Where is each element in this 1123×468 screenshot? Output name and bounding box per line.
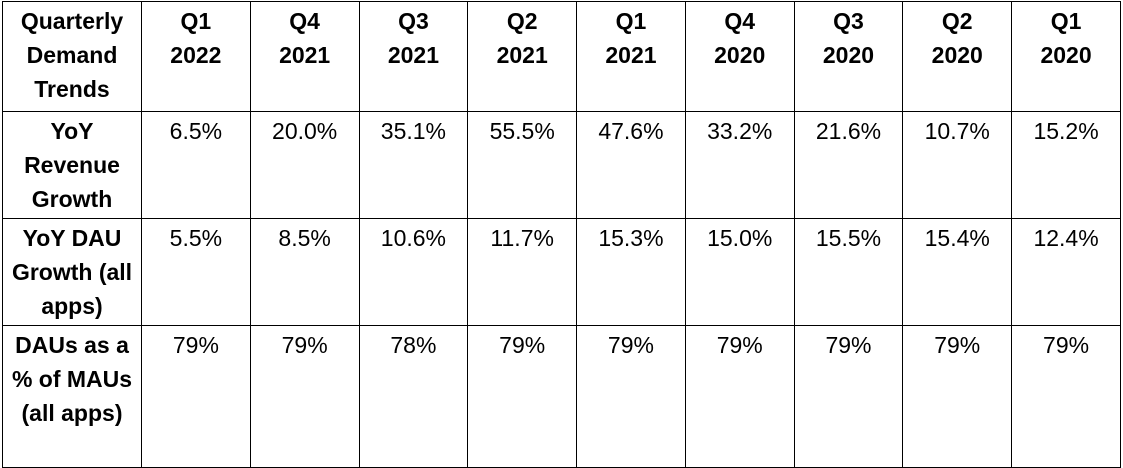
row-label: YoY DAU Growth (all apps) <box>2 218 142 326</box>
value-cell: 33.2% <box>684 111 795 219</box>
quarter-header: Q1 2022 <box>141 1 251 112</box>
data-row: DAUs as a % of MAUs (all apps) 79% 79% 78% 7… <box>2 325 1121 468</box>
quarter-header: Q4 2021 <box>249 1 360 112</box>
value-cell: 79% <box>576 325 686 468</box>
header-row: Quarterly Demand Trends Q1 2022 Q4 2021 Q3 … <box>2 1 1121 112</box>
value-cell: 21.6% <box>793 111 904 219</box>
value-cell: 6.5% <box>141 111 251 219</box>
quarter-header: Q2 2020 <box>902 1 1013 112</box>
value-cell: 47.6% <box>576 111 686 219</box>
data-row: YoY DAU Growth (all apps) 5.5% 8.5% 10.6% 11… <box>2 218 1121 326</box>
quarter-header: Q1 2021 <box>576 1 686 112</box>
value-cell: 79% <box>902 325 1013 468</box>
row-label: YoY Revenue Growth <box>2 111 142 219</box>
value-cell: 20.0% <box>249 111 360 219</box>
value-cell: 79% <box>793 325 904 468</box>
value-cell: 15.0% <box>684 218 795 326</box>
value-cell: 10.6% <box>358 218 469 326</box>
value-cell: 78% <box>358 325 469 468</box>
value-cell: 11.7% <box>467 218 578 326</box>
value-cell: 10.7% <box>902 111 1013 219</box>
quarter-header: Q4 2020 <box>684 1 795 112</box>
table-title: Quarterly Demand Trends <box>2 1 142 112</box>
value-cell: 79% <box>141 325 251 468</box>
row-label: DAUs as a % of MAUs (all apps) <box>2 325 142 468</box>
value-cell: 79% <box>467 325 578 468</box>
quarter-header: Q1 2020 <box>1011 1 1121 112</box>
value-cell: 15.4% <box>902 218 1013 326</box>
value-cell: 15.3% <box>576 218 686 326</box>
quarter-header: Q3 2020 <box>793 1 904 112</box>
value-cell: 79% <box>684 325 795 468</box>
value-cell: 15.2% <box>1011 111 1121 219</box>
value-cell: 55.5% <box>467 111 578 219</box>
value-cell: 35.1% <box>358 111 469 219</box>
value-cell: 15.5% <box>793 218 904 326</box>
value-cell: 5.5% <box>141 218 251 326</box>
quarter-header: Q3 2021 <box>358 1 469 112</box>
value-cell: 79% <box>249 325 360 468</box>
quarter-header: Q2 2021 <box>467 1 578 112</box>
value-cell: 8.5% <box>249 218 360 326</box>
data-row: YoY Revenue Growth 6.5% 20.0% 35.1% 55.5% 47.… <box>2 111 1121 219</box>
value-cell: 79% <box>1011 325 1121 468</box>
value-cell: 12.4% <box>1011 218 1121 326</box>
